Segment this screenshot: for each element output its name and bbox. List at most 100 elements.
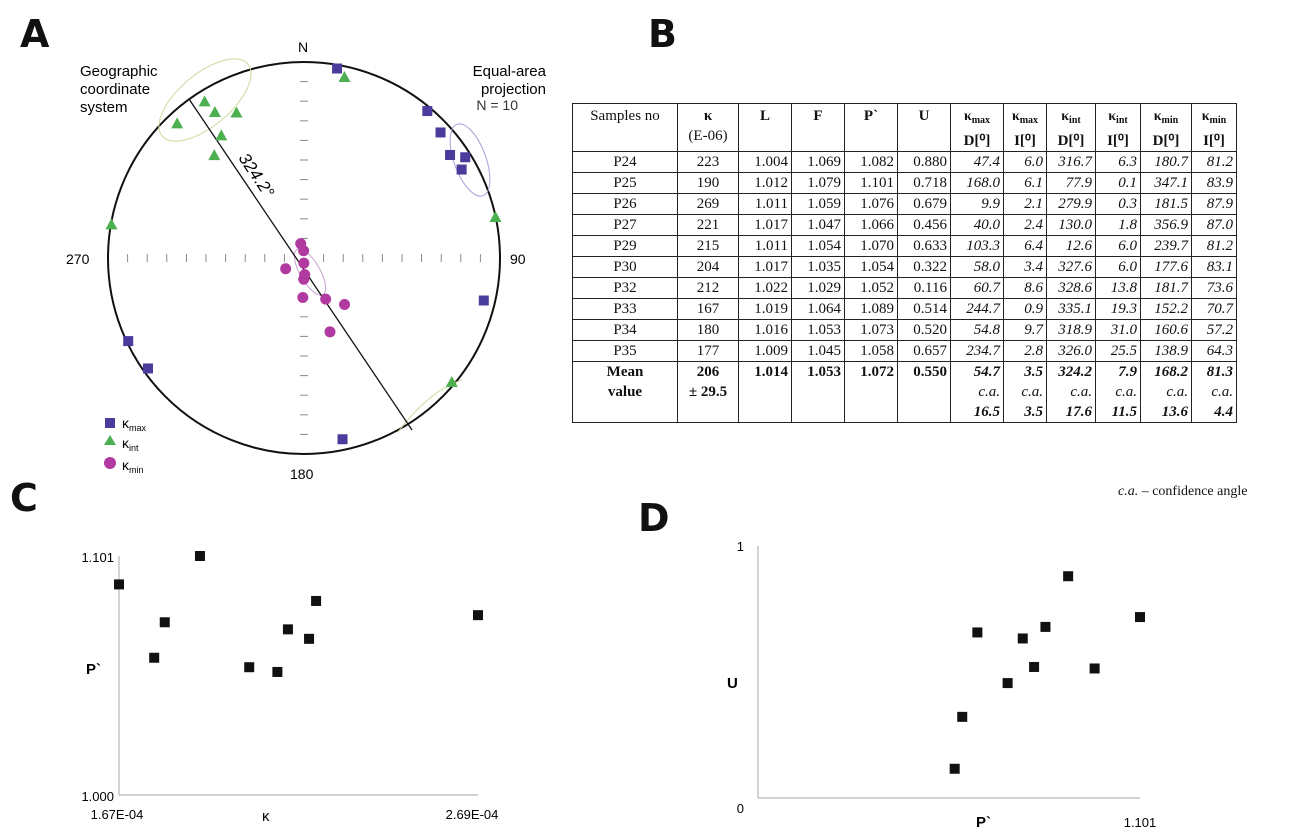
ams-parameters-table: Samples no κ (E-06) L F P` U κmax D[⁰] κma… (572, 103, 1237, 423)
table-cell: 2.4 (1003, 214, 1047, 236)
chart-d-points (949, 571, 1145, 774)
table-cell: 3.4 (1003, 256, 1047, 278)
table-cell: 1.009 (738, 340, 792, 362)
mean-label: Mean value (572, 361, 678, 423)
scatter-point (1135, 612, 1145, 623)
primitive-circle (107, 61, 501, 455)
table-cell: 0.520 (897, 319, 951, 341)
table-cell: 1.022 (738, 277, 792, 299)
mean-kappa: 206 ± 29.5 (677, 361, 739, 423)
table-cell: 54.8 (950, 319, 1004, 341)
scatter-point (1063, 571, 1074, 582)
table-cell: 0.322 (897, 256, 951, 278)
chart-c-points (114, 551, 483, 677)
table-cell: P29 (572, 235, 678, 257)
table-cell: 1.054 (844, 256, 898, 278)
table-cell: 2.1 (1003, 193, 1047, 215)
table-header-row: Samples no κ (E-06) L F P` U κmax D[⁰] κma… (572, 103, 1237, 152)
table-cell: 0.633 (897, 235, 951, 257)
kmin-confidence-ellipse (293, 248, 327, 296)
table-cell: 152.2 (1140, 298, 1192, 320)
n-count-label: N = 10 (476, 97, 518, 113)
stereonet-south-label: 180 (290, 466, 314, 482)
scatter-point (149, 652, 160, 663)
table-cell: 13.8 (1095, 277, 1141, 299)
header-kmax-d: κmax D[⁰] (950, 103, 1004, 152)
table-cell: P26 (572, 193, 678, 215)
chart-c-y-tick-bottom: 1.000 (81, 789, 114, 804)
table-cell: 31.0 (1095, 319, 1141, 341)
kmin-point (298, 245, 310, 257)
table-cell: 318.9 (1046, 319, 1096, 341)
kmin-point (298, 257, 310, 269)
table-mean-row: Mean value 206 ± 29.5 1.014 1.053 1.072 0.… (572, 361, 1237, 423)
table-cell: 58.0 (950, 256, 1004, 278)
table-cell: 181.5 (1140, 193, 1192, 215)
kint-point (215, 129, 228, 141)
kint-confidence-ellipse (158, 58, 252, 142)
table-cell: 1.011 (738, 193, 792, 215)
table-cell: 6.4 (1003, 235, 1047, 257)
table-row: P29 215 1.011 1.054 1.070 0.633 103.3 6.4 12.6 6.… (572, 235, 1237, 257)
table-cell: 279.9 (1046, 193, 1096, 215)
table-cell: 83.9 (1191, 172, 1237, 194)
table-cell: 326.0 (1046, 340, 1096, 362)
table-cell: 57.2 (1191, 319, 1237, 341)
table-cell: P25 (572, 172, 678, 194)
table-cell: 1.029 (791, 277, 845, 299)
table-cell: 177.6 (1140, 256, 1192, 278)
scatter-point (272, 666, 283, 677)
table-cell: 1.089 (844, 298, 898, 320)
table-cell: P33 (572, 298, 678, 320)
kmax-point (445, 149, 456, 160)
table-cell: P24 (572, 151, 678, 173)
kmax-point (142, 363, 153, 374)
table-cell: 1.079 (791, 172, 845, 194)
scatter-point (244, 662, 255, 673)
kmin-point (320, 293, 332, 305)
legend-kmin-label: κmin (122, 457, 144, 475)
table-cell: 1.101 (844, 172, 898, 194)
table-cell: 6.0 (1003, 151, 1047, 173)
header-kint-i: κint I[⁰] (1095, 103, 1141, 152)
scatter-point (282, 624, 293, 635)
table-cell: 180.7 (1140, 151, 1192, 173)
mean-l: 1.014 (738, 361, 792, 423)
title-right-line-1: Equal-area (473, 63, 547, 80)
header-l: L (738, 103, 792, 152)
table-row: P34 180 1.016 1.053 1.073 0.520 54.8 9.7 318.9 31… (572, 319, 1237, 341)
confidence-angle-note: c.a. – confidence angle (1118, 484, 1248, 499)
table-row: P32 212 1.022 1.029 1.052 0.116 60.7 8.6 328.6 13… (572, 277, 1237, 299)
table-cell: 269 (677, 193, 739, 215)
kint-point (445, 375, 458, 387)
header-u: U (897, 103, 951, 152)
table-cell: 12.6 (1046, 235, 1096, 257)
table-cell: 244.7 (950, 298, 1004, 320)
table-cell: 1.082 (844, 151, 898, 173)
stereonet-plot: 324.2° N 90 180 270 Geographic coordinat… (66, 39, 547, 482)
kint-point (105, 218, 118, 230)
table-cell: 181.7 (1140, 277, 1192, 299)
chart-c-x-tick-right: 2.69E-04 (446, 807, 499, 822)
scatter-chart-p-u: 1 0 1.101 P` U (727, 539, 1156, 829)
table-cell: 1.069 (791, 151, 845, 173)
table-cell: 81.2 (1191, 151, 1237, 173)
table-cell: P34 (572, 319, 678, 341)
table-cell: 25.5 (1095, 340, 1141, 362)
legend-kmax-marker (105, 418, 115, 428)
table-cell: 60.7 (950, 277, 1004, 299)
kint-point (338, 70, 351, 82)
table-cell: 0.880 (897, 151, 951, 173)
table-cell: 316.7 (1046, 151, 1096, 173)
kmin-point (339, 298, 351, 310)
table-cell: 64.3 (1191, 340, 1237, 362)
table-row: P30 204 1.017 1.035 1.054 0.322 58.0 3.4 327.6 6.… (572, 256, 1237, 278)
kmax-point (422, 106, 433, 117)
table-row: P27 221 1.017 1.047 1.066 0.456 40.0 2.4 130.0 1.… (572, 214, 1237, 236)
table-cell: 190 (677, 172, 739, 194)
table-cell: 77.9 (1046, 172, 1096, 194)
table-row: P24 223 1.004 1.069 1.082 0.880 47.4 6.0 316.7 6.… (572, 151, 1237, 173)
table-cell: 356.9 (1140, 214, 1192, 236)
title-left-line-1: Geographic (80, 63, 158, 80)
table-cell: 347.1 (1140, 172, 1192, 194)
